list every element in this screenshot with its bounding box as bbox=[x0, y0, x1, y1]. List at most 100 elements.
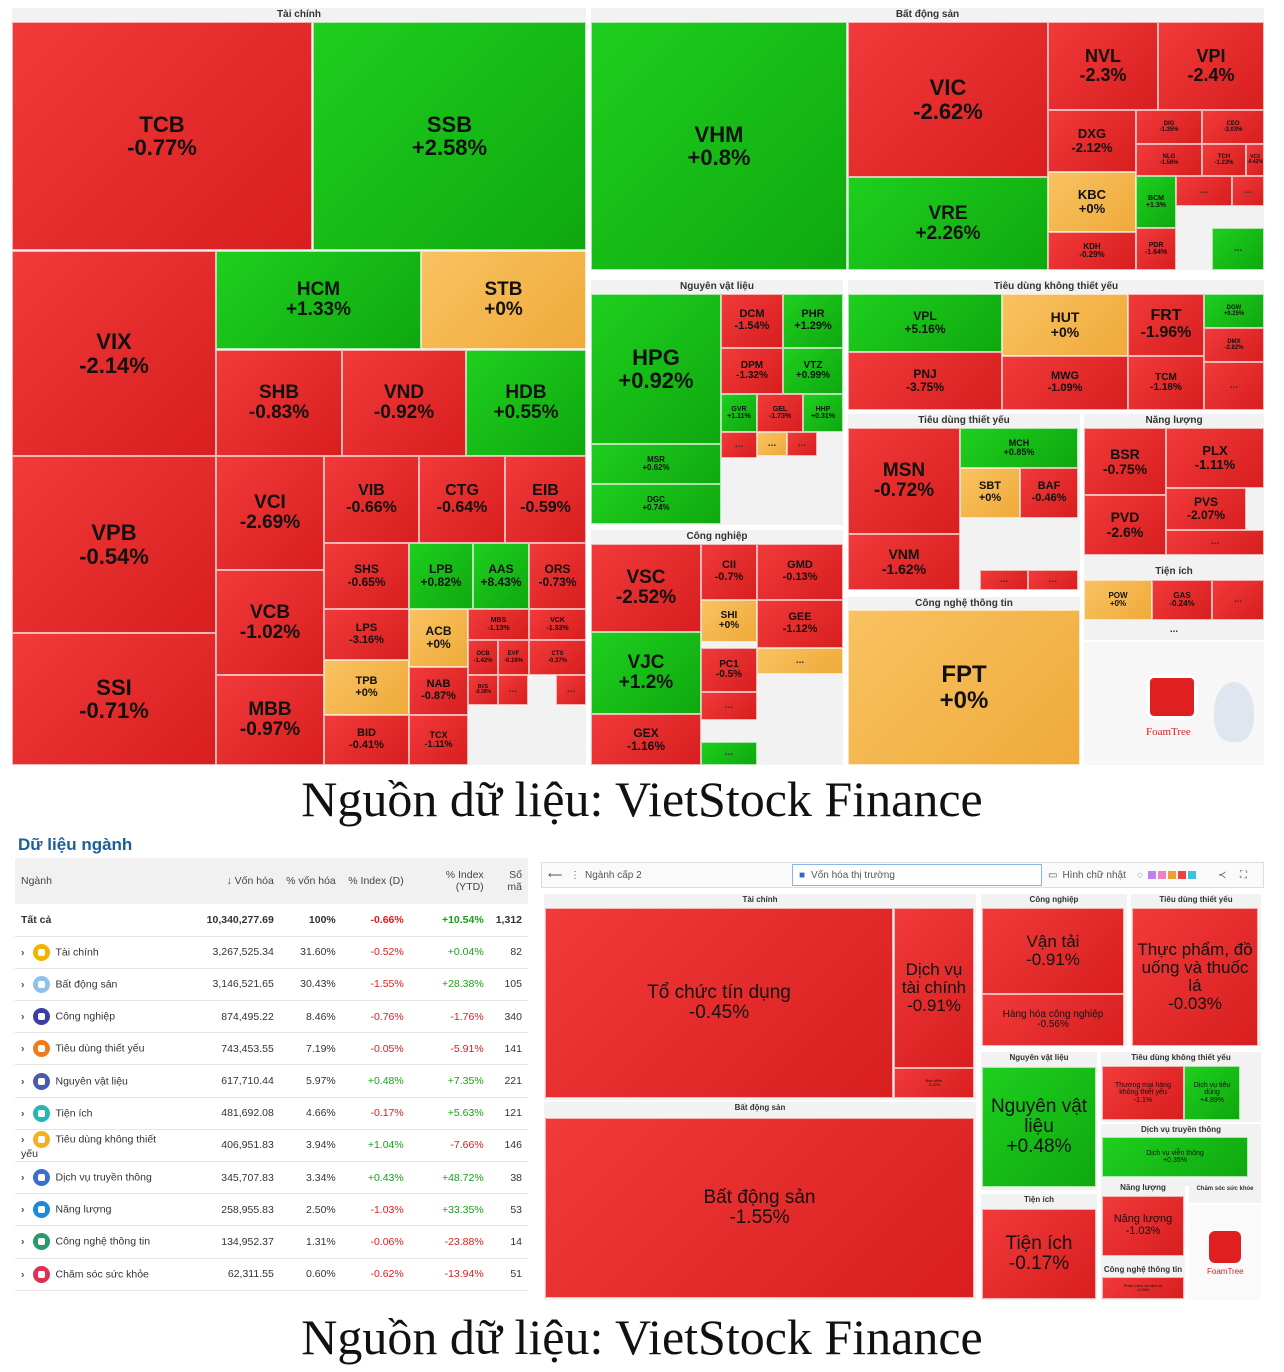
more-tile[interactable]: ... bbox=[1084, 620, 1264, 640]
tile-dcm[interactable]: DCM -1.54% bbox=[721, 294, 783, 348]
tile-pc1[interactable]: PC1 -0.5% bbox=[701, 648, 757, 692]
tile-kdh[interactable]: KDH -0.29% bbox=[1048, 232, 1136, 270]
tile-vre[interactable]: VRE +2.26% bbox=[848, 177, 1048, 270]
tile-cts[interactable]: CTS -0.37% bbox=[529, 640, 586, 675]
tile-tch[interactable]: TCH -1.23% bbox=[1202, 144, 1246, 176]
tile-pvd[interactable]: PVD -2.6% bbox=[1084, 495, 1166, 555]
tile-tcm[interactable]: TCM -1.18% bbox=[1128, 356, 1204, 410]
tile-vhm[interactable]: VHM +0.8% bbox=[591, 22, 847, 270]
tile-gel[interactable]: GEL -1.73% bbox=[757, 394, 803, 432]
tile-shs[interactable]: SHS -0.65% bbox=[324, 543, 409, 609]
tile-ctg[interactable]: CTG -0.64% bbox=[419, 456, 505, 543]
expand-chevron-icon[interactable]: › bbox=[21, 1010, 25, 1023]
tile-mbs[interactable]: MBS -1.13% bbox=[468, 609, 529, 640]
tile-hdb[interactable]: HDB +0.55% bbox=[466, 350, 586, 456]
tile-stb[interactable]: STB +0% bbox=[421, 251, 586, 349]
tile2-dich-vu-tai-chinh[interactable]: Dịch vụ tài chính -0.91% bbox=[894, 908, 974, 1068]
more-tile[interactable]: ... bbox=[1212, 580, 1264, 620]
tile-ssi[interactable]: SSI -0.71% bbox=[12, 633, 216, 765]
tile-vtz[interactable]: VTZ +0.99% bbox=[783, 348, 843, 394]
fullscreen-icon[interactable]: ⛶ bbox=[1240, 869, 1247, 881]
tile-cii[interactable]: CII -0.7% bbox=[701, 544, 757, 600]
tile-pvs[interactable]: PVS -2.07% bbox=[1166, 488, 1246, 530]
expand-chevron-icon[interactable]: › bbox=[21, 1133, 25, 1146]
share-icon[interactable]: ≺ bbox=[1218, 869, 1227, 881]
tile-dmx[interactable]: DMX -2.82% bbox=[1204, 328, 1264, 362]
more-tile[interactable]: ... bbox=[757, 648, 843, 674]
tile-vnd[interactable]: VND -0.92% bbox=[342, 350, 466, 456]
tile-ors[interactable]: ORS -0.73% bbox=[529, 543, 586, 609]
expand-chevron-icon[interactable]: › bbox=[21, 946, 25, 959]
more-tile[interactable]: ... bbox=[1204, 362, 1264, 410]
tile-vpi[interactable]: VPI -2.4% bbox=[1158, 22, 1264, 110]
tile-frt[interactable]: FRT -1.96% bbox=[1128, 294, 1204, 356]
tile-bid[interactable]: BID -0.41% bbox=[324, 715, 409, 765]
tile-lps[interactable]: LPS -3.16% bbox=[324, 609, 409, 660]
tile2-tien-ich[interactable]: Tiện ích -0.17% bbox=[982, 1209, 1096, 1299]
tile-dig[interactable]: DIG -1.35% bbox=[1136, 110, 1202, 144]
tile-ocb[interactable]: OCB -1.42% bbox=[468, 640, 498, 675]
tile-ceo[interactable]: CEO -3.03% bbox=[1202, 110, 1264, 144]
tile-mwg[interactable]: MWG -1.09% bbox=[1002, 356, 1128, 410]
tile-evf[interactable]: EVF -0.16% bbox=[498, 640, 529, 675]
tile-pdr[interactable]: PDR -1.64% bbox=[1136, 228, 1176, 270]
tile-tcx[interactable]: TCX -1.11% bbox=[409, 715, 468, 765]
tile-dpm[interactable]: DPM -1.32% bbox=[721, 348, 783, 394]
sec2-9[interactable]: Chăm sóc sức khỏe bbox=[1189, 1185, 1261, 1203]
tile-tpb[interactable]: TPB +0% bbox=[324, 660, 409, 715]
tile2-to-chuc-tin-dung[interactable]: Tổ chức tín dụng -0.45% bbox=[545, 908, 893, 1098]
tile-bsr[interactable]: BSR -0.75% bbox=[1084, 428, 1166, 495]
tile-vc3[interactable]: VC3 -0.42% bbox=[1246, 144, 1264, 176]
more-tile[interactable]: ... bbox=[787, 432, 817, 456]
tile-tcb[interactable]: TCB -0.77% bbox=[12, 22, 312, 250]
tile-dxg[interactable]: DXG -2.12% bbox=[1048, 110, 1136, 172]
shape-selector[interactable]: ▭ Hình chữ nhật bbox=[1048, 863, 1126, 887]
more-tile[interactable]: ... bbox=[980, 570, 1028, 590]
tile-pow[interactable]: POW +0% bbox=[1084, 580, 1152, 620]
more-tile[interactable]: ... bbox=[1212, 228, 1264, 270]
more-tile[interactable]: ... bbox=[498, 675, 528, 705]
tile-pnj[interactable]: PNJ -3.75% bbox=[848, 352, 1002, 410]
more-tile[interactable]: ... bbox=[721, 432, 757, 458]
tile-vcb[interactable]: VCB -1.02% bbox=[216, 570, 324, 675]
tile-msn[interactable]: MSN -0.72% bbox=[848, 428, 960, 534]
tile-gex[interactable]: GEX -1.16% bbox=[591, 714, 701, 765]
more-tile[interactable]: ... bbox=[701, 692, 757, 720]
metric-selector[interactable]: ■ Vốn hóa thị trường bbox=[792, 864, 1042, 886]
expand-chevron-icon[interactable]: › bbox=[21, 978, 25, 991]
col-header-index-ytd[interactable]: % Index (YTD) bbox=[409, 858, 490, 904]
table-row[interactable]: › Tiện ích 481,692.08 4.66% -0.17% +5.63%… bbox=[15, 1097, 528, 1130]
level-selector[interactable]: ⋮ Ngành cấp 2 bbox=[570, 863, 642, 887]
tile-acb[interactable]: ACB +0% bbox=[409, 609, 468, 667]
tile-vic[interactable]: VIC -2.62% bbox=[848, 22, 1048, 177]
tile-bcm[interactable]: BCM +1.3% bbox=[1136, 176, 1176, 228]
tile-gvr[interactable]: GVR +1.11% bbox=[721, 394, 757, 432]
tile-vix[interactable]: VIX -2.14% bbox=[12, 251, 216, 456]
tile2-phan-mem[interactable]: Phần mềm và dịch vụ -0.06% bbox=[1102, 1277, 1184, 1299]
more-tile[interactable]: ... bbox=[1166, 530, 1264, 555]
tile-nlg[interactable]: NLG -1.56% bbox=[1136, 144, 1202, 176]
tile-nab[interactable]: NAB -0.87% bbox=[409, 667, 468, 715]
more-tile[interactable]: ... bbox=[556, 675, 586, 705]
tile-vck[interactable]: VCK -1.33% bbox=[529, 609, 586, 640]
tile-sbt[interactable]: SBT +0% bbox=[960, 468, 1020, 518]
tile-vnm[interactable]: VNM -1.62% bbox=[848, 534, 960, 590]
more-tile[interactable]: ... bbox=[1028, 570, 1078, 590]
col-header-cap-pct[interactable]: % vốn hóa bbox=[279, 858, 342, 904]
tile-vsc[interactable]: VSC -2.52% bbox=[591, 544, 701, 632]
expand-chevron-icon[interactable]: › bbox=[21, 1074, 25, 1087]
tile2-bao-hiem[interactable]: Bảo hiểm -0.22% bbox=[894, 1068, 974, 1098]
tile-bvs[interactable]: BVS -0.38% bbox=[468, 675, 498, 705]
tile-dgc[interactable]: DGC +0.74% bbox=[591, 484, 721, 524]
tile-plx[interactable]: PLX -1.11% bbox=[1166, 428, 1264, 488]
tile-phr[interactable]: PHR +1.29% bbox=[783, 294, 843, 348]
expand-chevron-icon[interactable]: › bbox=[21, 1235, 25, 1248]
expand-chevron-icon[interactable]: › bbox=[21, 1107, 25, 1119]
tile-hhp[interactable]: HHP +0.31% bbox=[803, 394, 843, 432]
tile-nvl[interactable]: NVL -2.3% bbox=[1048, 22, 1158, 110]
table-row[interactable]: › Tiêu dùng không thiết yếu 406,951.83 3.… bbox=[15, 1129, 528, 1163]
table-row[interactable]: Tất cả 10,340,277.69 100% -0.66% +10.54%… bbox=[15, 904, 528, 937]
table-row[interactable]: › Bất động sản 3,146,521.65 30.43% -1.55%… bbox=[15, 968, 528, 1002]
tile-eib[interactable]: EIB -0.59% bbox=[505, 456, 586, 543]
col-header-cap[interactable]: ↓ Vốn hóa bbox=[179, 858, 280, 904]
